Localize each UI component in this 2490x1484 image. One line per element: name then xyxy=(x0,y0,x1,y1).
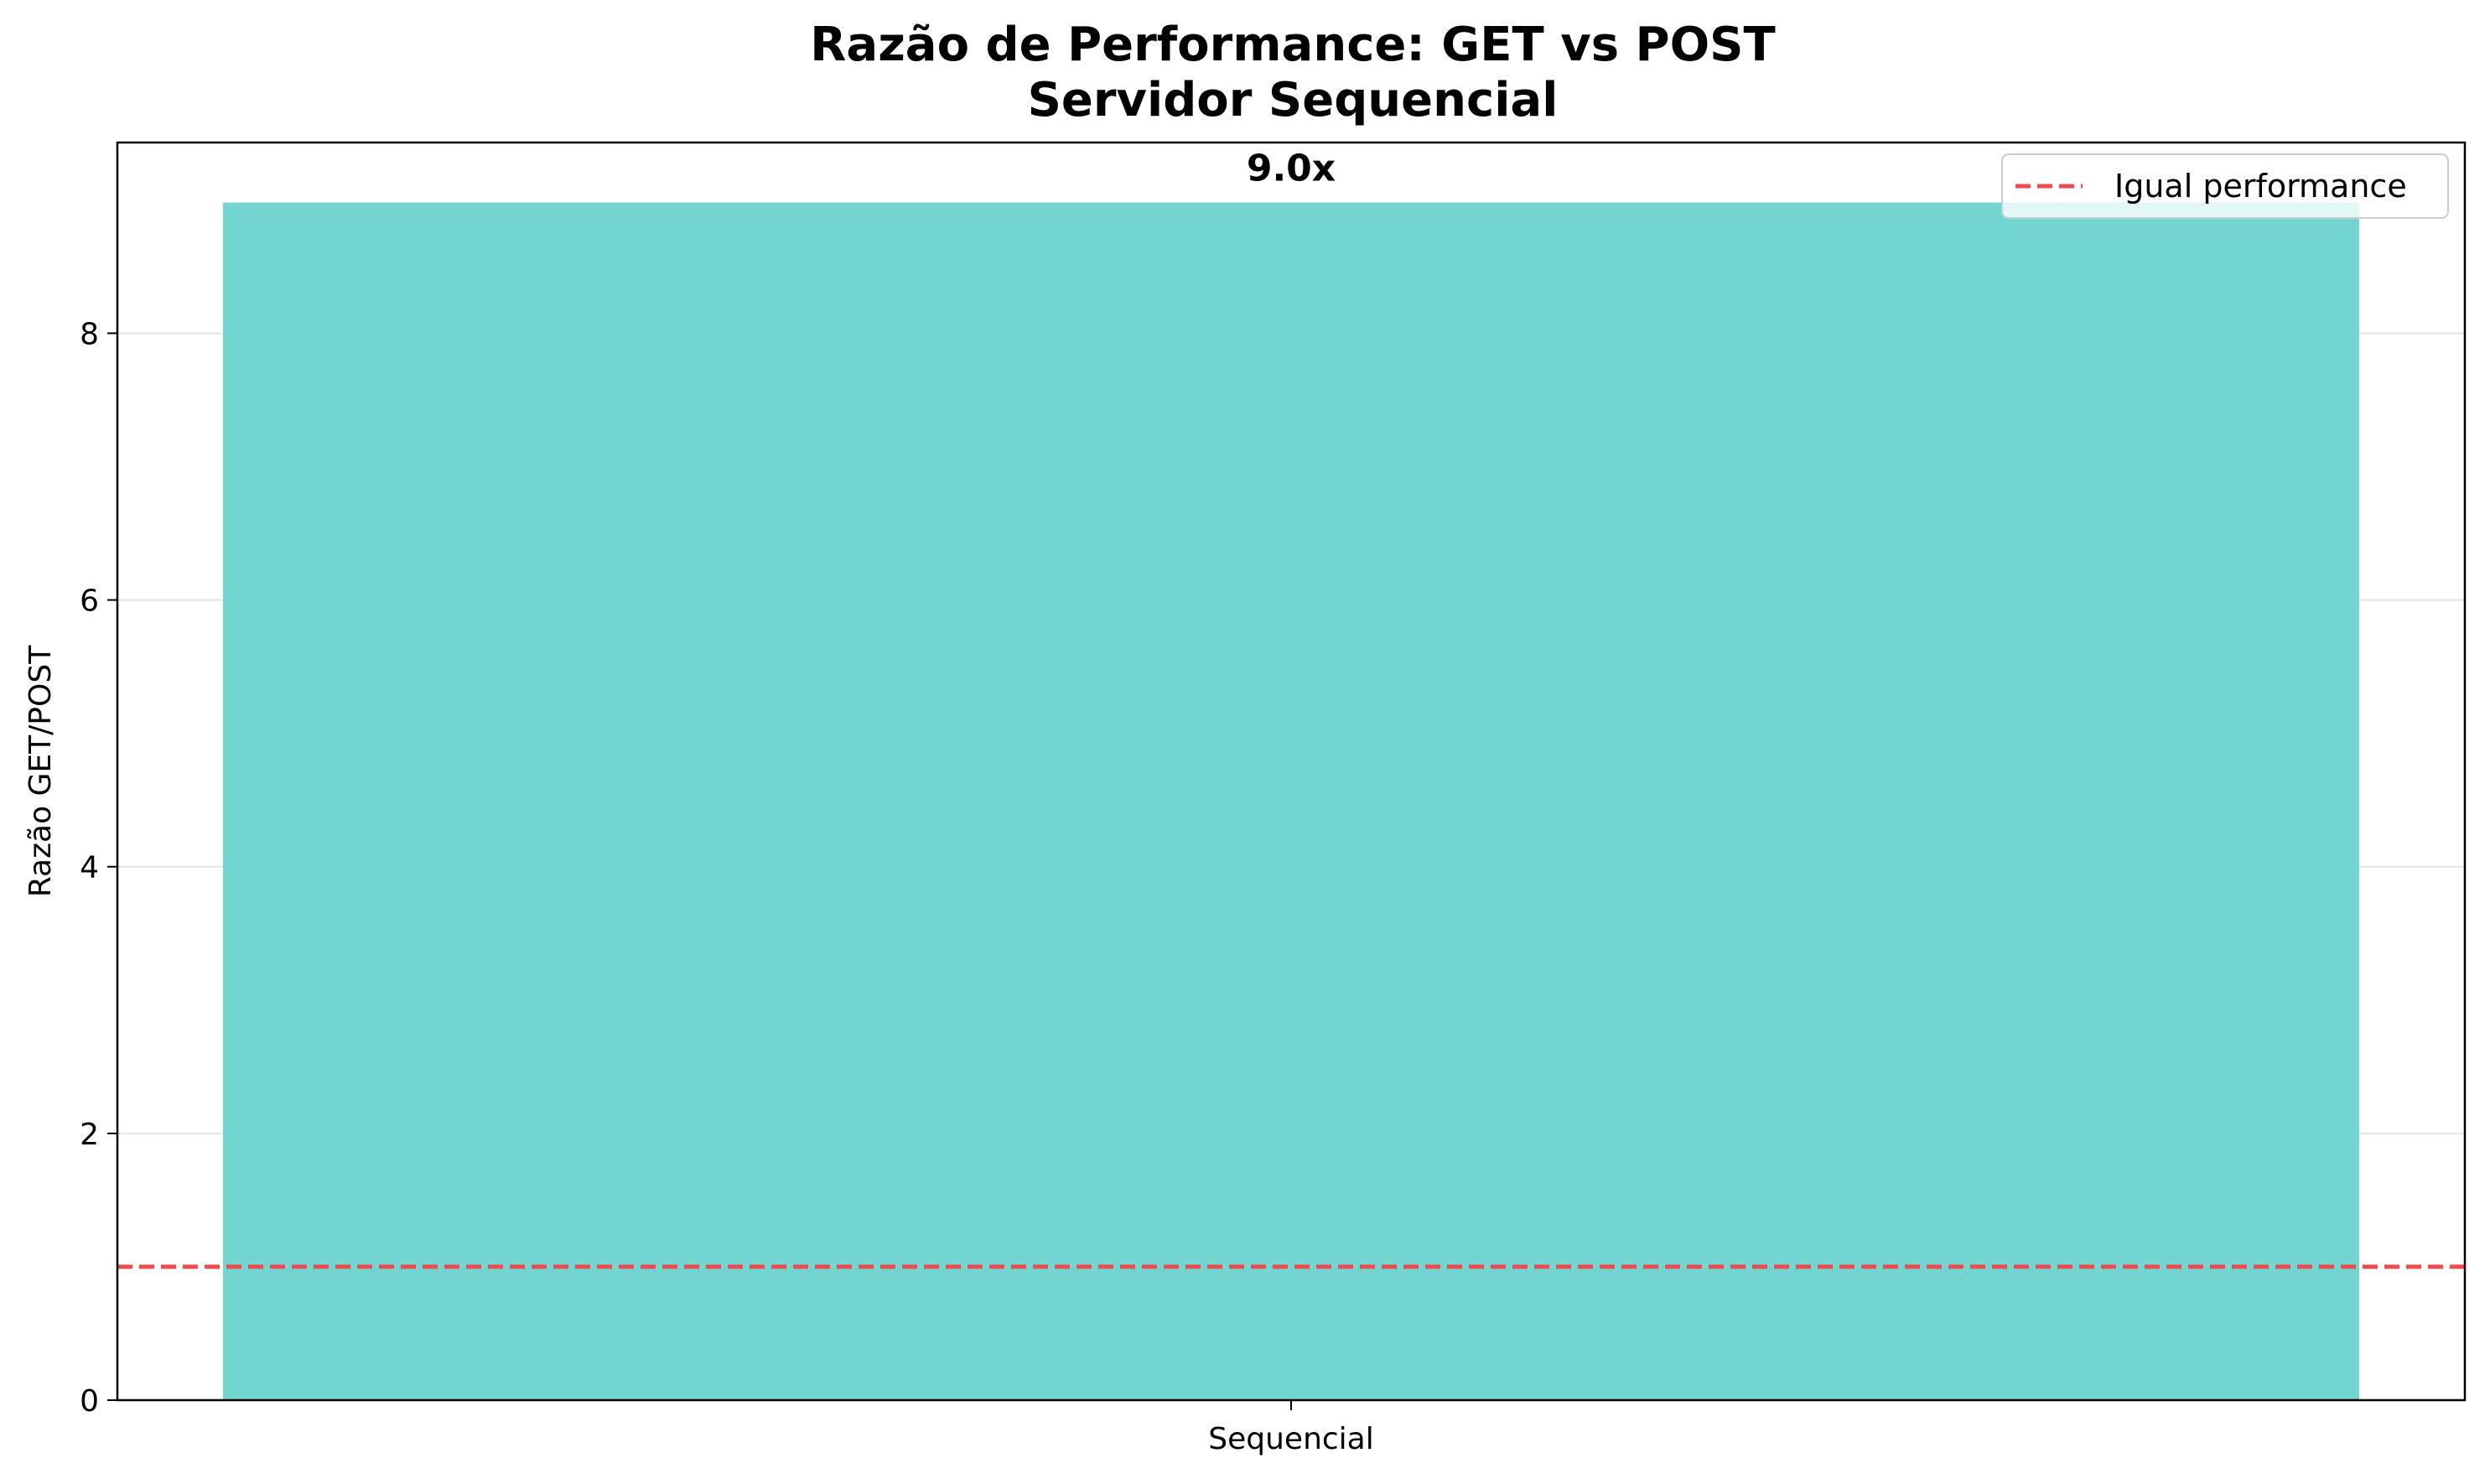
bars xyxy=(223,202,2359,1400)
tick-labels: 0 2 4 6 8 Sequencial xyxy=(80,317,1374,1456)
data-labels: 9.0x xyxy=(1247,148,1336,190)
bar-sequencial xyxy=(223,202,2359,1400)
legend-entry-label: Igual performance xyxy=(2114,168,2407,205)
bar-value-label: 9.0x xyxy=(1247,148,1336,190)
legend: Igual performance xyxy=(2001,153,2449,219)
y-axis-label: Razão GET/POST xyxy=(23,645,58,897)
legend-box xyxy=(2001,153,2449,219)
y-tick-label: 4 xyxy=(80,851,99,885)
y-tick-label: 8 xyxy=(80,317,99,351)
y-tick-label: 2 xyxy=(80,1118,99,1152)
chart-subtitle: Servidor Sequencial xyxy=(1028,73,1559,127)
y-tick-label: 6 xyxy=(80,584,99,619)
y-tick-label: 0 xyxy=(80,1384,99,1419)
chart-title: Razão de Performance: GET vs POST xyxy=(810,18,1775,72)
x-tick-label: Sequencial xyxy=(1208,1422,1374,1456)
